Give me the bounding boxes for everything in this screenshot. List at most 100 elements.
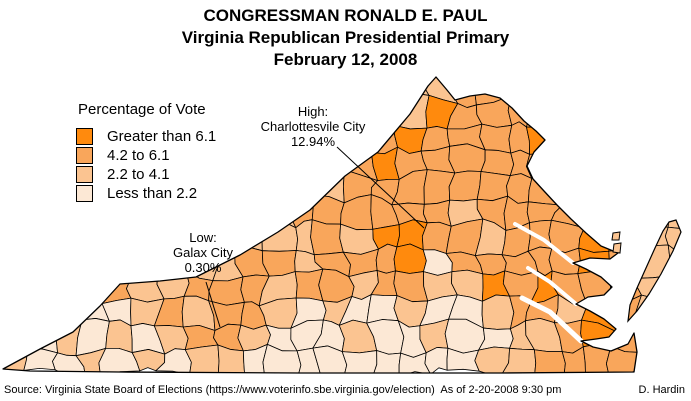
county-cell	[213, 77, 243, 106]
leader-line-high	[336, 146, 425, 229]
county-cell	[217, 344, 245, 373]
county-cell	[20, 277, 61, 306]
annotation-low-place: Galax City	[173, 245, 233, 260]
county-cell	[325, 145, 352, 174]
county-cell	[614, 294, 642, 333]
county-cell	[20, 145, 56, 173]
county-cell	[577, 247, 613, 275]
county-cell	[583, 195, 619, 231]
county-cell	[554, 172, 591, 206]
river-channel	[513, 222, 575, 265]
county-cell	[296, 347, 322, 373]
bay-island	[612, 242, 622, 254]
map-title: CONGRESSMAN RONALD E. PAUL Virginia Repu…	[0, 5, 691, 71]
legend-item-gt61: Greater than 6.1	[76, 127, 216, 146]
county-cell	[654, 127, 681, 149]
title-line-3: February 12, 2008	[273, 50, 418, 69]
county-cell	[23, 347, 58, 371]
county-cell	[630, 127, 661, 153]
county-cell	[448, 170, 482, 202]
county-cell	[105, 198, 141, 226]
county-cell	[233, 171, 271, 204]
eastern-shore-outline	[627, 219, 682, 323]
county-cell	[424, 347, 449, 373]
legend-item-22-41: 2.2 to 4.1	[76, 165, 216, 184]
annotation-high-label: High:	[297, 104, 329, 119]
title-line-1: CONGRESSMAN RONALD E. PAUL	[203, 6, 488, 25]
county-cell	[557, 95, 590, 124]
county-cell	[611, 197, 640, 229]
annotation-low-label: Low:	[189, 230, 217, 245]
county-cell	[371, 350, 402, 373]
county-cell	[243, 343, 268, 373]
county-cell	[341, 350, 378, 373]
county-cell	[315, 77, 342, 103]
county-cell	[103, 244, 135, 282]
county-cell	[556, 77, 585, 100]
legend-swatch-lt22	[76, 185, 93, 202]
county-cell	[582, 95, 618, 124]
legend-item-lt22: Less than 2.2	[76, 184, 216, 203]
county-cell	[3, 223, 27, 253]
county-cell	[499, 347, 537, 373]
county-cell	[664, 353, 681, 372]
county-cell	[605, 169, 641, 203]
county-cell	[312, 345, 348, 373]
county-cell	[259, 178, 299, 201]
county-cell	[264, 77, 296, 105]
county-cell	[662, 271, 681, 304]
county-cell	[46, 77, 76, 104]
county-cell	[261, 250, 297, 277]
county-cell	[476, 171, 511, 202]
county-cell	[479, 123, 513, 154]
county-cell	[73, 77, 108, 103]
county-cell	[49, 220, 80, 257]
county-cell	[208, 276, 245, 306]
county-cell	[525, 77, 563, 100]
annotation-low: Low: Galax City 0.30%	[152, 230, 254, 275]
county-cell	[365, 77, 397, 100]
bay-island	[611, 231, 621, 241]
county-cell	[554, 143, 587, 181]
county-cell	[3, 270, 27, 297]
county-cell	[526, 95, 563, 129]
county-cell	[3, 294, 25, 331]
annotation-high-place: Charlottesvile City	[260, 119, 366, 134]
county-cell	[481, 294, 515, 330]
county-cell	[636, 352, 672, 371]
county-cell	[52, 294, 83, 322]
county-cell	[74, 219, 110, 256]
county-cell	[153, 77, 193, 106]
county-cell	[3, 324, 31, 353]
county-cell	[612, 77, 637, 105]
county-cell	[667, 194, 681, 230]
county-cell	[24, 244, 56, 281]
county-cell	[20, 77, 48, 104]
county-cell	[497, 77, 531, 101]
county-cell	[3, 77, 26, 104]
county-cell	[259, 144, 299, 182]
county-cell	[611, 99, 642, 131]
county-cell	[632, 77, 672, 105]
county-cell	[548, 247, 581, 275]
county-cell	[237, 197, 273, 229]
legend-label-gt61: Greater than 6.1	[107, 128, 217, 145]
county-cell	[584, 171, 619, 199]
county-cell	[49, 196, 79, 225]
county-cell	[630, 146, 672, 178]
county-cell	[480, 149, 515, 177]
county-cell	[20, 98, 59, 129]
footer: Source: Virginia State Board of Election…	[4, 384, 685, 396]
county-cell	[3, 202, 28, 228]
county-cell	[561, 120, 590, 152]
county-cell	[634, 97, 672, 133]
annotation-high: High: Charlottesvile City 12.94%	[247, 104, 379, 149]
county-cell	[579, 77, 620, 104]
legend-swatch-42-61	[76, 147, 93, 164]
county-cell	[608, 249, 639, 279]
county-cell	[474, 346, 510, 373]
county-cell	[76, 249, 109, 282]
legend-swatch-22-41	[76, 166, 93, 183]
county-cell	[310, 219, 344, 256]
